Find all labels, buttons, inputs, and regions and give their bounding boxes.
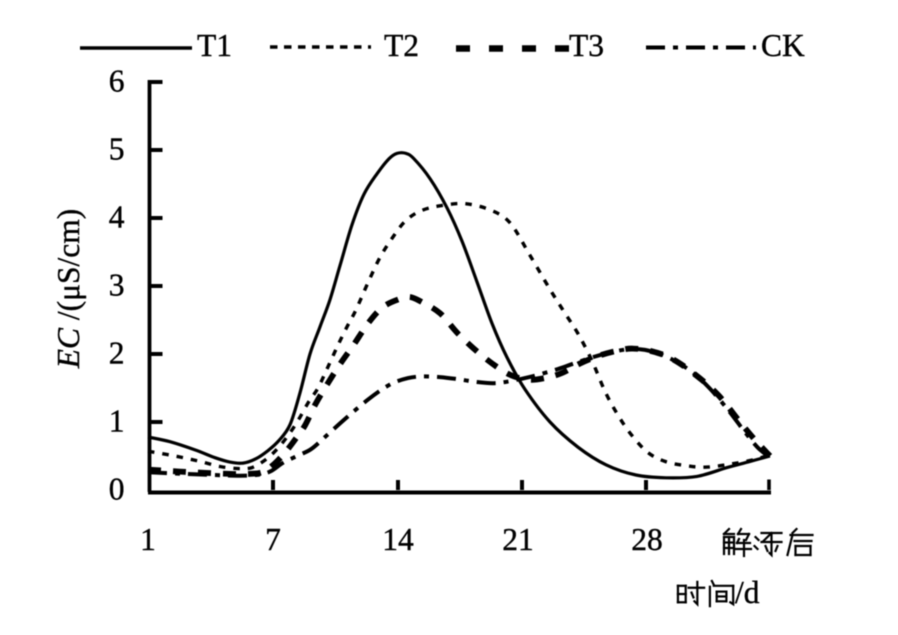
svg-text:1: 1 xyxy=(109,404,125,439)
svg-text:T1: T1 xyxy=(197,28,232,63)
svg-text:0: 0 xyxy=(109,472,125,507)
svg-text:21: 21 xyxy=(502,522,534,557)
svg-text:4: 4 xyxy=(109,200,125,235)
svg-text:T3: T3 xyxy=(569,28,604,63)
svg-text:3: 3 xyxy=(109,268,125,303)
svg-text:/d: /d xyxy=(735,575,760,610)
svg-text:6: 6 xyxy=(109,64,125,99)
svg-text:2: 2 xyxy=(109,336,125,371)
svg-text:T2: T2 xyxy=(384,28,419,63)
svg-text:28: 28 xyxy=(631,522,663,557)
svg-text:14: 14 xyxy=(382,522,414,557)
svg-text:7: 7 xyxy=(265,522,281,557)
svg-text:EC /(μS/cm): EC /(μS/cm) xyxy=(51,209,86,370)
svg-text:5: 5 xyxy=(109,132,125,167)
svg-text:1: 1 xyxy=(140,522,156,557)
svg-text:CK: CK xyxy=(761,28,805,63)
